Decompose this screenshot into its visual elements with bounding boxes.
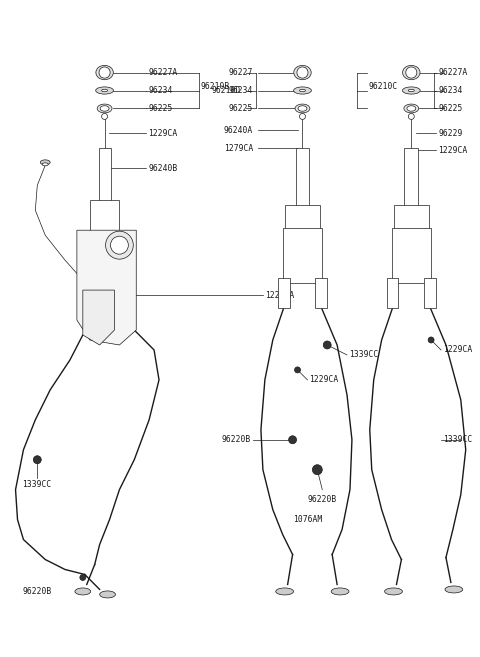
Text: 1229CA: 1229CA	[265, 290, 294, 300]
Circle shape	[102, 114, 108, 120]
Ellipse shape	[276, 588, 294, 595]
Ellipse shape	[106, 231, 133, 259]
Text: 96227: 96227	[228, 68, 253, 77]
Circle shape	[288, 436, 297, 443]
Ellipse shape	[110, 237, 128, 254]
Ellipse shape	[100, 106, 109, 111]
Text: 1339CC: 1339CC	[443, 436, 472, 444]
Text: 96210C: 96210C	[369, 82, 398, 91]
Ellipse shape	[40, 160, 50, 165]
Ellipse shape	[97, 104, 112, 113]
Text: 96220B: 96220B	[23, 587, 52, 596]
Bar	[296, 148, 310, 208]
Text: 96225: 96225	[228, 104, 253, 113]
Ellipse shape	[75, 588, 91, 595]
Bar	[404, 148, 418, 208]
Bar	[394, 205, 429, 230]
Ellipse shape	[294, 87, 312, 94]
Ellipse shape	[96, 87, 113, 94]
Text: 1229CA: 1229CA	[148, 129, 178, 138]
Ellipse shape	[294, 65, 311, 79]
Circle shape	[297, 67, 308, 78]
Text: 1229CA: 1229CA	[310, 375, 339, 384]
Text: 96234: 96234	[228, 86, 253, 95]
Ellipse shape	[100, 591, 116, 598]
Polygon shape	[83, 290, 115, 345]
Ellipse shape	[384, 588, 402, 595]
Text: 96240A: 96240A	[224, 126, 253, 135]
Text: 96240B: 96240B	[148, 164, 178, 173]
Circle shape	[300, 114, 305, 120]
Circle shape	[408, 114, 414, 120]
Circle shape	[80, 574, 86, 581]
Text: 96227A: 96227A	[438, 68, 468, 77]
Text: 96225: 96225	[438, 104, 462, 113]
Bar	[90, 200, 120, 235]
Polygon shape	[77, 230, 136, 345]
Text: 96220B: 96220B	[307, 495, 336, 504]
Circle shape	[295, 367, 300, 373]
Ellipse shape	[445, 586, 463, 593]
Bar	[315, 278, 327, 308]
Text: 96227A: 96227A	[148, 68, 178, 77]
Ellipse shape	[408, 89, 414, 92]
Text: 96210D: 96210D	[212, 86, 241, 95]
Bar	[283, 228, 322, 283]
Text: 1339CC: 1339CC	[23, 480, 52, 489]
Ellipse shape	[96, 65, 113, 79]
Ellipse shape	[402, 87, 420, 94]
Ellipse shape	[331, 588, 349, 595]
Text: 96229: 96229	[438, 129, 462, 138]
Text: 1279CA: 1279CA	[224, 144, 253, 153]
Circle shape	[406, 67, 417, 78]
Text: 1229CA: 1229CA	[443, 346, 472, 355]
Ellipse shape	[403, 65, 420, 79]
Bar	[392, 228, 431, 283]
Text: 96225: 96225	[148, 104, 172, 113]
Text: 1076AM: 1076AM	[293, 515, 322, 524]
Ellipse shape	[407, 106, 416, 111]
Circle shape	[99, 67, 110, 78]
Text: 96234: 96234	[438, 86, 462, 95]
Ellipse shape	[42, 163, 48, 166]
Ellipse shape	[298, 106, 307, 111]
Text: 1339CC: 1339CC	[349, 350, 378, 359]
Text: 96234: 96234	[148, 86, 172, 95]
Ellipse shape	[300, 89, 305, 92]
Ellipse shape	[102, 89, 108, 92]
Bar	[285, 205, 320, 230]
Circle shape	[323, 341, 331, 349]
Circle shape	[33, 456, 41, 464]
Bar	[424, 278, 436, 308]
Bar	[278, 278, 289, 308]
Text: 96210B: 96210B	[201, 82, 230, 91]
Circle shape	[428, 337, 434, 343]
Bar	[386, 278, 398, 308]
Circle shape	[312, 464, 322, 475]
Ellipse shape	[404, 104, 419, 113]
Text: 1229CA: 1229CA	[438, 146, 468, 155]
Ellipse shape	[295, 104, 310, 113]
Text: 96220B: 96220B	[222, 436, 251, 444]
Bar	[99, 148, 110, 203]
